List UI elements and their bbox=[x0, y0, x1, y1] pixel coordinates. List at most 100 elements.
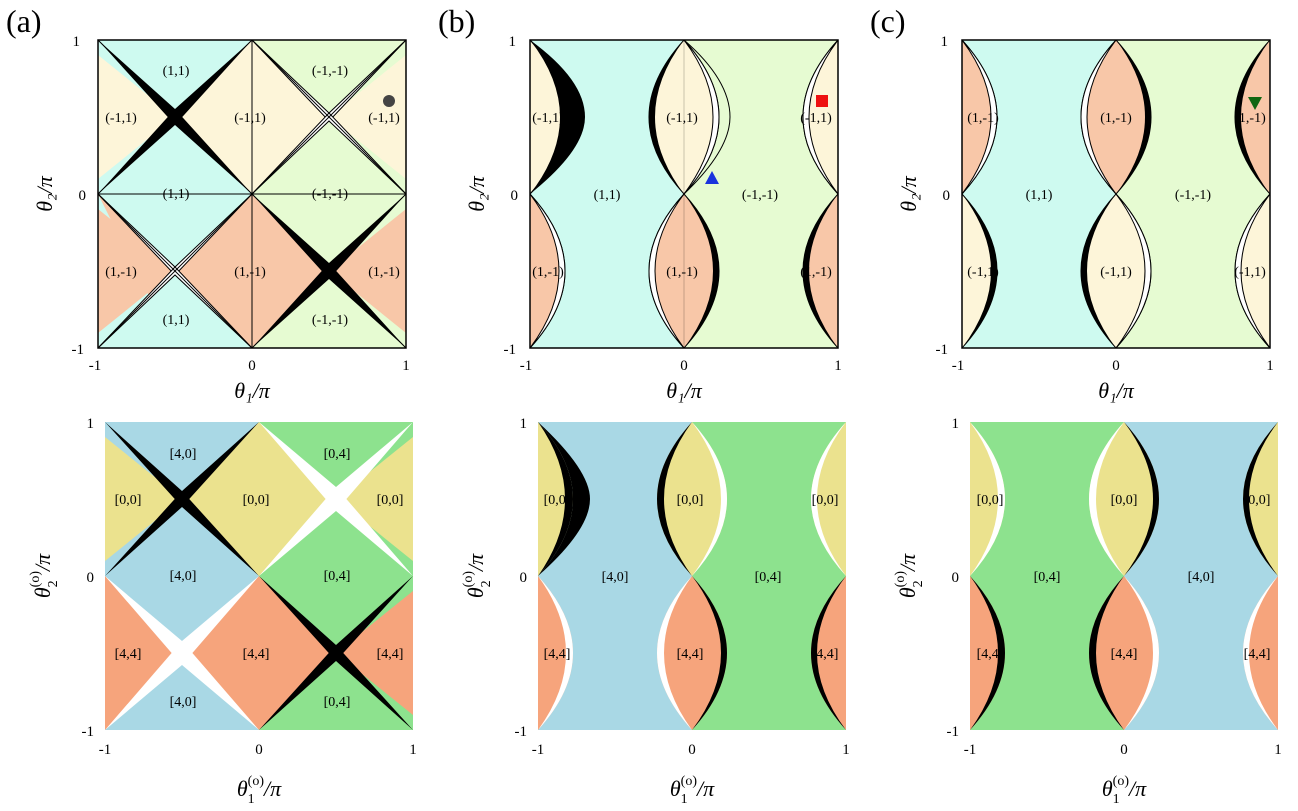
panel-letter-a: (a) bbox=[6, 3, 42, 39]
text-label: -1 bbox=[504, 342, 517, 358]
text-label: 0 bbox=[255, 742, 263, 758]
text-label: 0 bbox=[680, 358, 688, 374]
text-label: 2 bbox=[479, 580, 494, 587]
text-label: [4,0] bbox=[602, 570, 629, 585]
text-label: 2 bbox=[911, 580, 926, 587]
text-label: (-1,1) bbox=[105, 111, 137, 126]
text-label: -1 bbox=[532, 742, 545, 758]
text-label: /π bbox=[695, 776, 715, 801]
region-fill bbox=[98, 40, 252, 117]
text-label: (1,-1) bbox=[967, 111, 999, 126]
region-fill bbox=[329, 55, 406, 179]
crossing-region bbox=[251, 40, 406, 122]
text-label: [0,4] bbox=[324, 447, 351, 462]
text-label: -1 bbox=[952, 358, 965, 374]
text-label: [4,4] bbox=[243, 647, 270, 662]
text-label: [0,0] bbox=[812, 493, 839, 508]
panel-letter-c: (c) bbox=[870, 3, 906, 39]
text-label: [0,0] bbox=[977, 493, 1004, 508]
text-label: (1,-1) bbox=[532, 265, 564, 280]
text-label: 1 bbox=[834, 358, 842, 374]
panel-c-bottom: [0,0] [0,0] [0,0] [0,4] [4,0] [4,4] [4,4… bbox=[893, 416, 1282, 807]
text-label: (-1,1) bbox=[532, 111, 564, 126]
text-label: [4,4] bbox=[544, 647, 571, 662]
text-label: /π bbox=[262, 776, 282, 801]
text-label: (-1,-1) bbox=[312, 313, 348, 328]
text-label: 1 bbox=[509, 34, 517, 50]
panel-b-top: (b) bbox=[438, 3, 842, 403]
text-label: (1,-1) bbox=[368, 265, 400, 280]
text-label: 1 bbox=[1113, 792, 1120, 807]
crossing-region bbox=[251, 112, 406, 195]
text-label: (o) bbox=[1113, 774, 1130, 789]
panel-c-top: (c) (1,-1) (1,-1) (1,-1) (1,1) bbox=[870, 3, 1274, 403]
y-axis-label: θ2(o)/π bbox=[461, 553, 494, 598]
text-label: [4,4] bbox=[977, 647, 1004, 662]
text-label: (-1,1) bbox=[666, 111, 698, 126]
y-axis-label: θ₂/π bbox=[464, 175, 489, 212]
text-label: (1,-1) bbox=[105, 265, 137, 280]
text-label: -1 bbox=[520, 358, 533, 374]
text-label: 1 bbox=[248, 792, 255, 807]
text-label: 0 bbox=[688, 742, 696, 758]
text-label: -1 bbox=[89, 358, 102, 374]
ticks: 1 0 -1 -1 0 1 bbox=[504, 34, 842, 374]
text-label: θ bbox=[1102, 776, 1113, 801]
text-label: (o) bbox=[681, 774, 698, 789]
text-label: (-1,-1) bbox=[1175, 188, 1211, 203]
text-label: [4,0] bbox=[1188, 570, 1215, 585]
marker-triangle-up bbox=[705, 171, 719, 184]
text-label: [4,0] bbox=[170, 447, 197, 462]
region-fill bbox=[98, 117, 252, 194]
region-fill bbox=[98, 55, 175, 179]
text-label: (-1,-1) bbox=[742, 188, 778, 203]
text-label: 0 bbox=[248, 358, 256, 374]
text-label: 0 bbox=[87, 570, 95, 586]
x-axis-label: θ₁/π bbox=[1098, 378, 1135, 403]
text-label: [4,0] bbox=[170, 569, 197, 584]
text-label: -1 bbox=[936, 342, 949, 358]
text-label: 1 bbox=[409, 742, 417, 758]
text-label: [0,4] bbox=[755, 570, 782, 585]
text-label: 2 bbox=[46, 580, 61, 587]
y-axis-label: θ₂/π bbox=[896, 175, 921, 212]
x-axis-label: θ1 (o)/π bbox=[1102, 774, 1147, 807]
text-label: -1 bbox=[72, 342, 85, 358]
text-label: (1,-1) bbox=[234, 265, 266, 280]
marker-triangle-down bbox=[1248, 97, 1262, 110]
text-label: 1 bbox=[681, 792, 688, 807]
text-label: (-1,1) bbox=[234, 111, 266, 126]
region-labels: [4,0] [0,4] [0,0] [0,0] [0,0] [4,0] [0,4… bbox=[115, 447, 404, 710]
text-label: θ bbox=[670, 776, 681, 801]
marker-square bbox=[816, 95, 828, 107]
text-label: /π bbox=[463, 553, 488, 573]
text-label: [0,4] bbox=[1034, 570, 1061, 585]
text-label: -1 bbox=[964, 742, 977, 758]
text-label: (1,1) bbox=[1026, 188, 1053, 203]
text-label: 0 bbox=[952, 570, 960, 586]
ticks: 1 0 -1 -1 0 1 bbox=[936, 34, 1274, 374]
text-label: [4,4] bbox=[115, 647, 142, 662]
panel-a-top: (a) bbox=[6, 3, 410, 403]
region-labels: (-1,1) (-1,1) (-1,1) (1,1) (-1,-1) (1,-1… bbox=[532, 111, 832, 280]
region-labels: [0,0] [0,0] [0,0] [0,4] [4,0] [4,4] [4,4… bbox=[977, 493, 1271, 662]
x-axis-label: θ1 (o)/π bbox=[237, 774, 282, 807]
region-fill bbox=[98, 194, 252, 271]
x-axis-label: θ1 (o)/π bbox=[670, 774, 715, 807]
text-label: [0,4] bbox=[324, 695, 351, 710]
text-label: θ bbox=[237, 776, 248, 801]
text-label: [0,0] bbox=[1244, 493, 1271, 508]
text-label: (-1,1) bbox=[368, 111, 400, 126]
text-label: (1,1) bbox=[163, 64, 190, 79]
region-fill bbox=[329, 209, 406, 333]
text-label: [0,0] bbox=[1111, 493, 1138, 508]
text-label: [0,0] bbox=[544, 493, 571, 508]
panel-b-bottom: [0,0] [0,0] [0,0] [4,0] [0,4] [4,4] [4,4… bbox=[461, 416, 850, 807]
text-label: 0 bbox=[520, 570, 528, 586]
marker-circle bbox=[383, 95, 395, 107]
text-label: [4,4] bbox=[1111, 647, 1138, 662]
text-label: [4,0] bbox=[170, 695, 197, 710]
text-label: (1,-1) bbox=[1234, 111, 1266, 126]
text-label: [0,0] bbox=[243, 493, 270, 508]
